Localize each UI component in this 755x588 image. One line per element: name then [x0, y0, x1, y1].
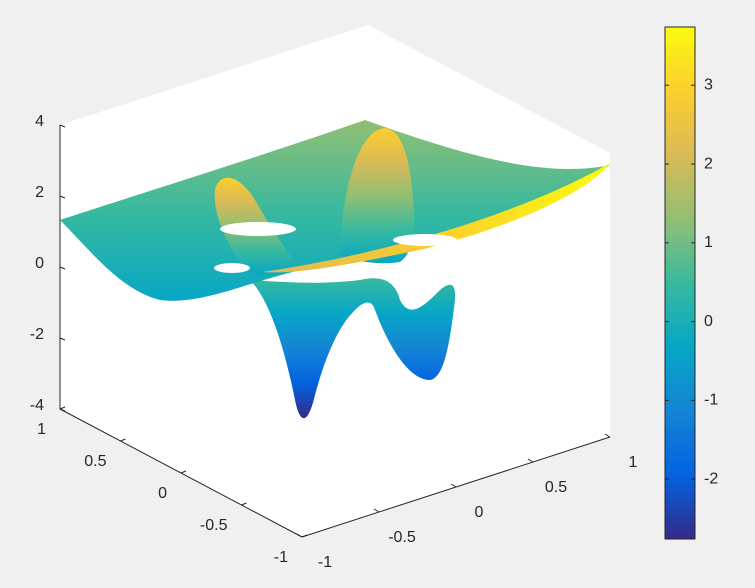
y-tick-label: 0 — [158, 485, 167, 502]
y-tick — [301, 534, 308, 538]
z-tick-label: -4 — [30, 397, 44, 414]
x-tick-label: 0.5 — [545, 479, 567, 496]
x-tick-label: 0 — [475, 504, 484, 521]
surface-trough — [250, 278, 456, 419]
colorbar — [664, 26, 696, 540]
z-tick — [59, 266, 66, 270]
colorbar-tick-label: 1 — [704, 234, 713, 251]
y-tick — [180, 470, 187, 474]
surface-hole — [220, 222, 296, 236]
y-tick — [59, 406, 66, 410]
colorbar-tick-label: 2 — [704, 155, 713, 172]
x-tick — [296, 533, 303, 538]
y-tick-label: 0.5 — [84, 453, 106, 470]
z-tick — [59, 195, 66, 199]
colorbar-tick-label: 0 — [704, 313, 713, 330]
y-tick-label: -1 — [274, 549, 288, 566]
colorbar-tick-label: -2 — [704, 470, 718, 487]
y-tick-label: -0.5 — [200, 517, 228, 534]
surface-hole — [214, 263, 250, 273]
z-tick — [59, 337, 66, 341]
surface-lobe — [340, 128, 414, 264]
axes-background — [60, 25, 610, 537]
z-tick — [59, 124, 66, 128]
x-tick — [450, 483, 457, 488]
colorbar-tick-label: -1 — [704, 392, 718, 409]
x-tick — [527, 458, 534, 463]
z-tick-label: -2 — [30, 326, 44, 343]
z-tick-label: 0 — [35, 255, 44, 272]
y-tick-label: 1 — [37, 421, 46, 438]
colorbar-tick-label: 3 — [704, 77, 713, 94]
x-tick-label: 1 — [629, 454, 638, 471]
surface — [60, 120, 610, 419]
z-tick-label: 2 — [35, 184, 44, 201]
x-tick-label: -1 — [318, 554, 332, 571]
y-tick — [241, 502, 247, 506]
surface-sheet — [60, 120, 610, 301]
surface-hole — [393, 234, 457, 246]
x-tick — [373, 508, 380, 513]
z-tick — [59, 408, 66, 412]
x-tick-label: -0.5 — [388, 529, 416, 546]
x-tick — [604, 433, 611, 438]
y-tick — [120, 438, 126, 442]
z-tick-label: 4 — [35, 113, 44, 130]
